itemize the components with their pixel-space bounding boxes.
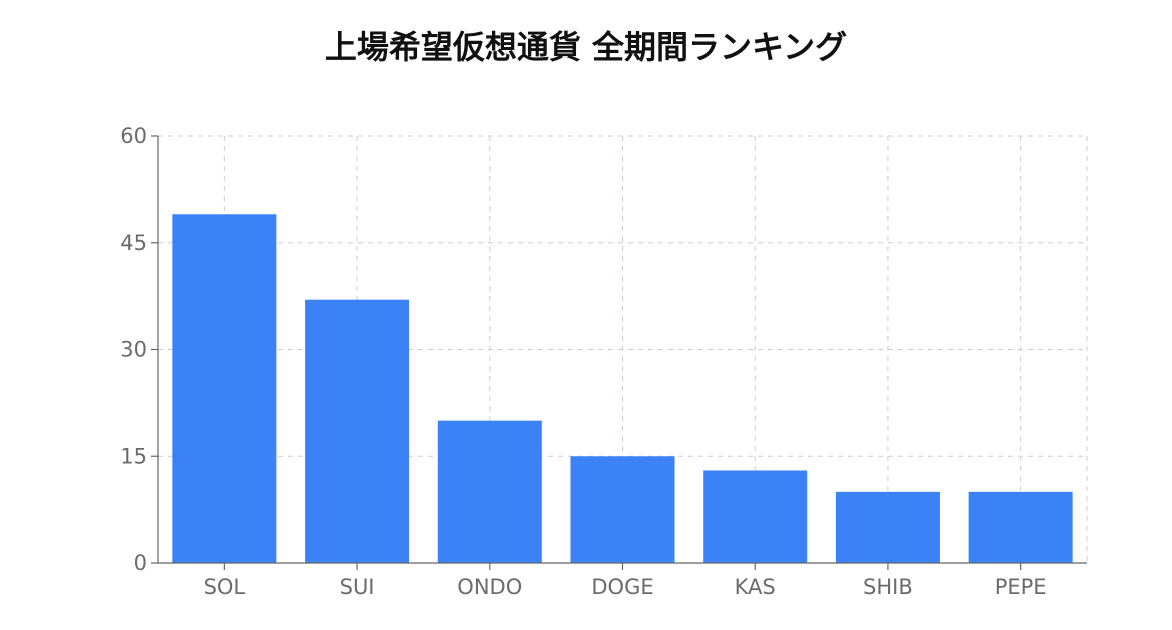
x-tick-label: PEPE: [995, 575, 1047, 599]
x-tick-label: DOGE: [591, 575, 653, 599]
x-tick-label: KAS: [735, 575, 776, 599]
bars: [172, 214, 1073, 564]
x-tick-label: SOL: [204, 575, 246, 599]
bar-sui: [305, 299, 410, 563]
x-tick-labels: SOL SUI ONDO DOGE KAS SHIB PEPE: [204, 575, 1047, 599]
bar-shib: [835, 491, 940, 563]
axes: [151, 135, 1087, 570]
bar-ondo: [437, 420, 542, 563]
x-tick-label: ONDO: [457, 575, 522, 599]
y-tick-label: 15: [120, 444, 147, 468]
x-tick-label: SHIB: [863, 575, 913, 599]
bar-pepe: [968, 491, 1073, 563]
bar-sol: [172, 214, 277, 564]
chart-title: 上場希望仮想通貨 全期間ランキング: [324, 28, 848, 66]
y-tick-label: 30: [120, 338, 147, 362]
bar-kas: [703, 470, 808, 563]
y-tick-label: 45: [120, 231, 147, 255]
y-tick-label: 0: [134, 551, 147, 575]
y-tick-labels: 0 15 30 45 60: [120, 124, 147, 575]
y-tick-label: 60: [120, 124, 147, 148]
bar-doge: [570, 456, 675, 563]
x-tick-label: SUI: [340, 575, 375, 599]
